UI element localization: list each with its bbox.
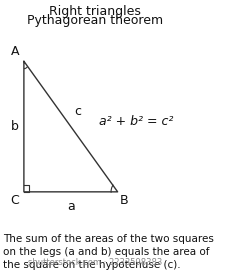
Text: shutterstock.com · 2233598383: shutterstock.com · 2233598383 [28, 258, 162, 267]
Text: A: A [11, 45, 19, 58]
Text: b: b [10, 120, 18, 133]
Text: B: B [120, 194, 129, 207]
Text: a² + b² = c²: a² + b² = c² [99, 115, 174, 128]
Text: The sum of the areas of the two squares
on the legs (a and b) equals the area of: The sum of the areas of the two squares … [3, 234, 214, 270]
Text: C: C [10, 194, 19, 207]
Text: Right triangles: Right triangles [49, 6, 141, 18]
Text: c: c [74, 105, 81, 118]
Text: Pythagorean theorem: Pythagorean theorem [27, 14, 163, 27]
Text: a: a [67, 200, 75, 213]
